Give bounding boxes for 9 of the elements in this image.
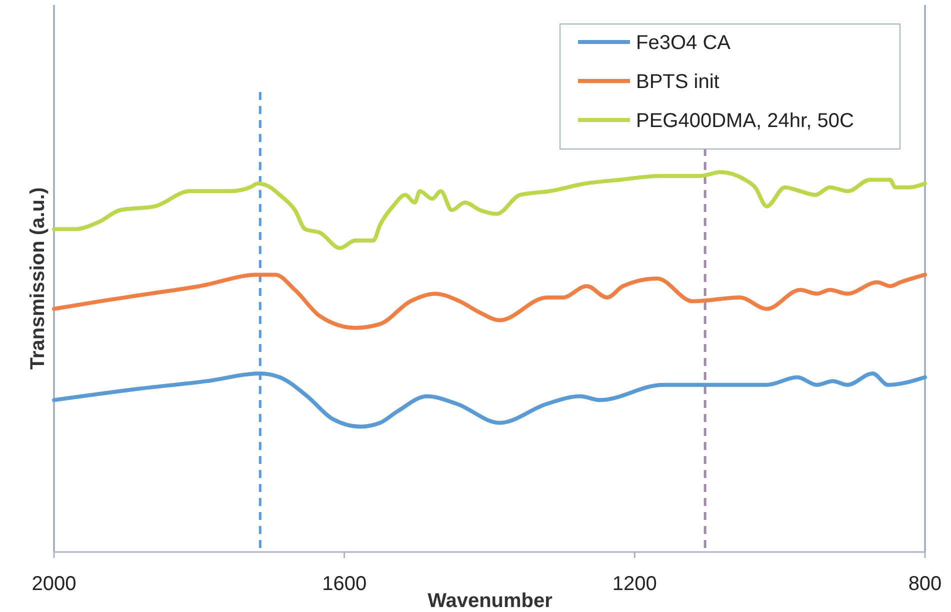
legend-label: Fe3O4 CA (636, 32, 732, 54)
legend-label: BPTS init (636, 71, 720, 93)
x-tick-label: 1200 (612, 573, 657, 595)
y-axis-title: Transmission (a.u.) (27, 187, 49, 370)
x-tick-label: 1600 (322, 573, 367, 595)
x-tick-label: 2000 (32, 573, 76, 595)
x-axis-title: Wavenumber (428, 590, 553, 612)
legend-label: PEG400DMA, 24hr, 50C (636, 110, 854, 132)
x-tick-label: 800 (908, 573, 942, 595)
